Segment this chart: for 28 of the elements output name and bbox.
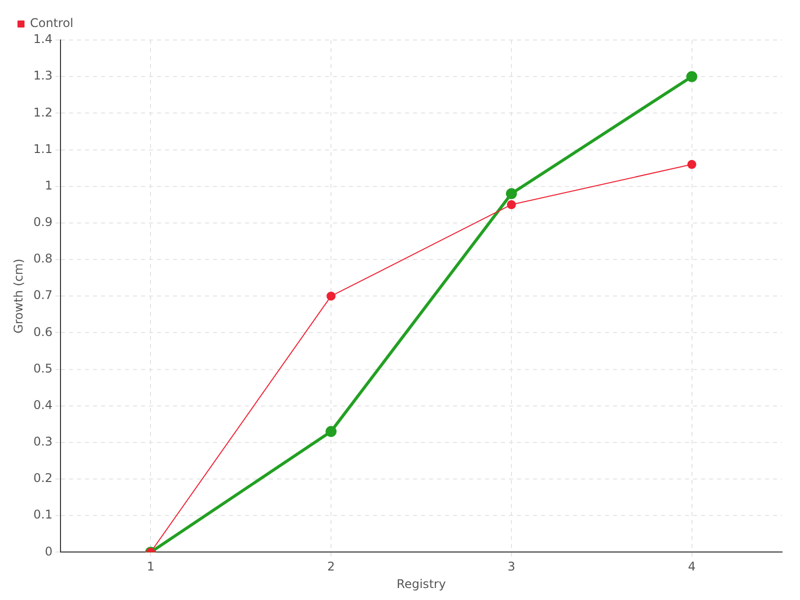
x-tick-label: 4	[688, 560, 696, 574]
point	[506, 200, 516, 210]
y-tick-label: 0.7	[33, 288, 52, 302]
y-tick-label: 0.9	[33, 215, 52, 230]
y-tick-label: 0.6	[33, 324, 52, 339]
point	[326, 426, 337, 437]
y-tick-label: 0	[44, 544, 52, 558]
y-tick-label: 1.2	[33, 105, 52, 120]
x-tick-label: 2	[327, 560, 335, 574]
y-tick-label: 0.2	[33, 471, 52, 486]
legend-label: Control	[30, 16, 74, 30]
y-tick-label: 0.4	[33, 398, 52, 412]
point	[686, 71, 698, 82]
y-tick-label: 1.4	[33, 32, 52, 46]
y-tick-label: 1.3	[33, 68, 52, 83]
x-axis-title: Registry	[396, 576, 446, 591]
y-tick-label: 0.8	[33, 252, 52, 266]
x-tick-label: 1	[146, 560, 154, 574]
y-tick-label: 1	[44, 178, 52, 192]
point	[687, 160, 696, 169]
y-tick-label: 0.3	[33, 434, 52, 449]
y-axis-title: Growth (cm)	[11, 258, 26, 334]
x-tick-label: 3	[508, 560, 516, 574]
y-tick-label: 1.1	[33, 142, 52, 156]
y-tick-label: 0.1	[33, 508, 52, 522]
point	[506, 188, 517, 200]
point	[326, 292, 336, 301]
y-tick-label: 0.5	[33, 361, 52, 376]
